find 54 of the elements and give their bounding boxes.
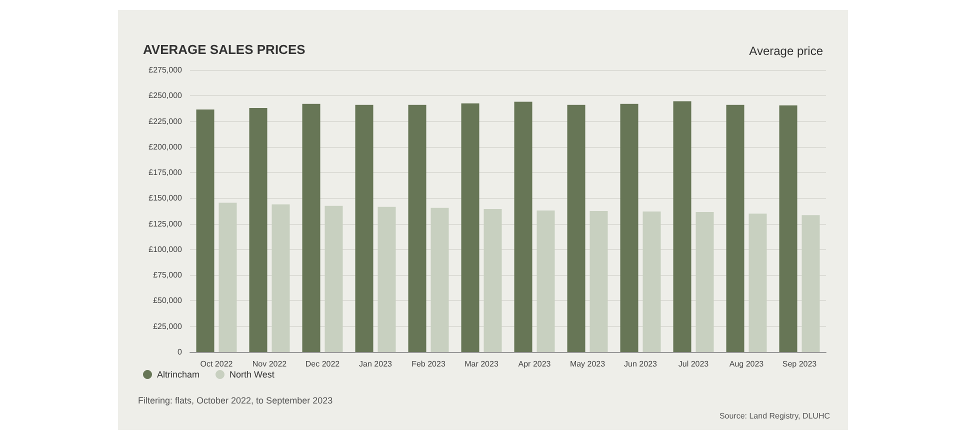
legend-label: North West (230, 370, 275, 380)
bar (567, 104, 586, 352)
bar (673, 101, 692, 352)
y-tick-label: 0 (178, 348, 183, 356)
bar (726, 104, 744, 352)
y-tick-label: £175,000 (148, 168, 183, 178)
y-tick-label: £25,000 (153, 322, 183, 331)
y-tick-label: £100,000 (148, 244, 183, 254)
x-tick-label: May 2023 (570, 360, 606, 368)
bar (696, 212, 714, 352)
bar (642, 212, 661, 352)
x-tick-label: Jan 2023 (359, 360, 393, 368)
x-tick-label: Aug 2023 (729, 360, 764, 368)
bar (355, 104, 374, 352)
y-tick-label: £275,000 (148, 66, 183, 74)
bar (218, 202, 237, 352)
chart-subtitle: Average price (749, 44, 824, 58)
legend-label: Altrincham (157, 370, 200, 380)
bar (378, 206, 396, 352)
y-tick-label: £250,000 (148, 91, 183, 100)
x-tick-label: Feb 2023 (412, 360, 446, 368)
bar (249, 108, 268, 352)
text: Filtering: flats, October 2022, to September 2023 (138, 396, 333, 406)
y-tick-label: £75,000 (153, 270, 183, 280)
bar (324, 206, 343, 352)
y-tick-label: £150,000 (148, 194, 183, 203)
bar (590, 211, 608, 352)
bar (196, 109, 214, 352)
bar (461, 103, 480, 352)
bar (748, 214, 767, 352)
bar (536, 210, 555, 352)
x-tick-label: Jun 2023 (624, 360, 658, 368)
y-tick-label: £50,000 (153, 296, 183, 306)
bar (484, 208, 502, 352)
y-tick-label: £125,000 (148, 219, 183, 228)
x-tick-label: Dec 2022 (305, 360, 340, 368)
bar (408, 104, 426, 352)
y-tick-label: £200,000 (148, 142, 183, 152)
bar (802, 215, 820, 352)
y-tick-label: £225,000 (148, 116, 183, 126)
bar (302, 104, 320, 352)
bar (514, 102, 532, 352)
chart-title: AVERAGE SALES PRICES (143, 42, 306, 57)
x-tick-label: Oct 2022 (200, 360, 234, 368)
x-tick-label: Apr 2023 (518, 360, 552, 368)
x-tick-label: Nov 2022 (252, 360, 288, 368)
x-tick-label: Mar 2023 (464, 360, 499, 368)
bar (430, 208, 449, 352)
bar (779, 105, 798, 352)
x-tick-label: Sep 2023 (782, 360, 818, 368)
x-tick-label: Jul 2023 (678, 360, 710, 368)
bar (620, 104, 638, 352)
bar (272, 204, 290, 352)
source-note: Source: Land Registry, DLUHC (719, 412, 830, 420)
